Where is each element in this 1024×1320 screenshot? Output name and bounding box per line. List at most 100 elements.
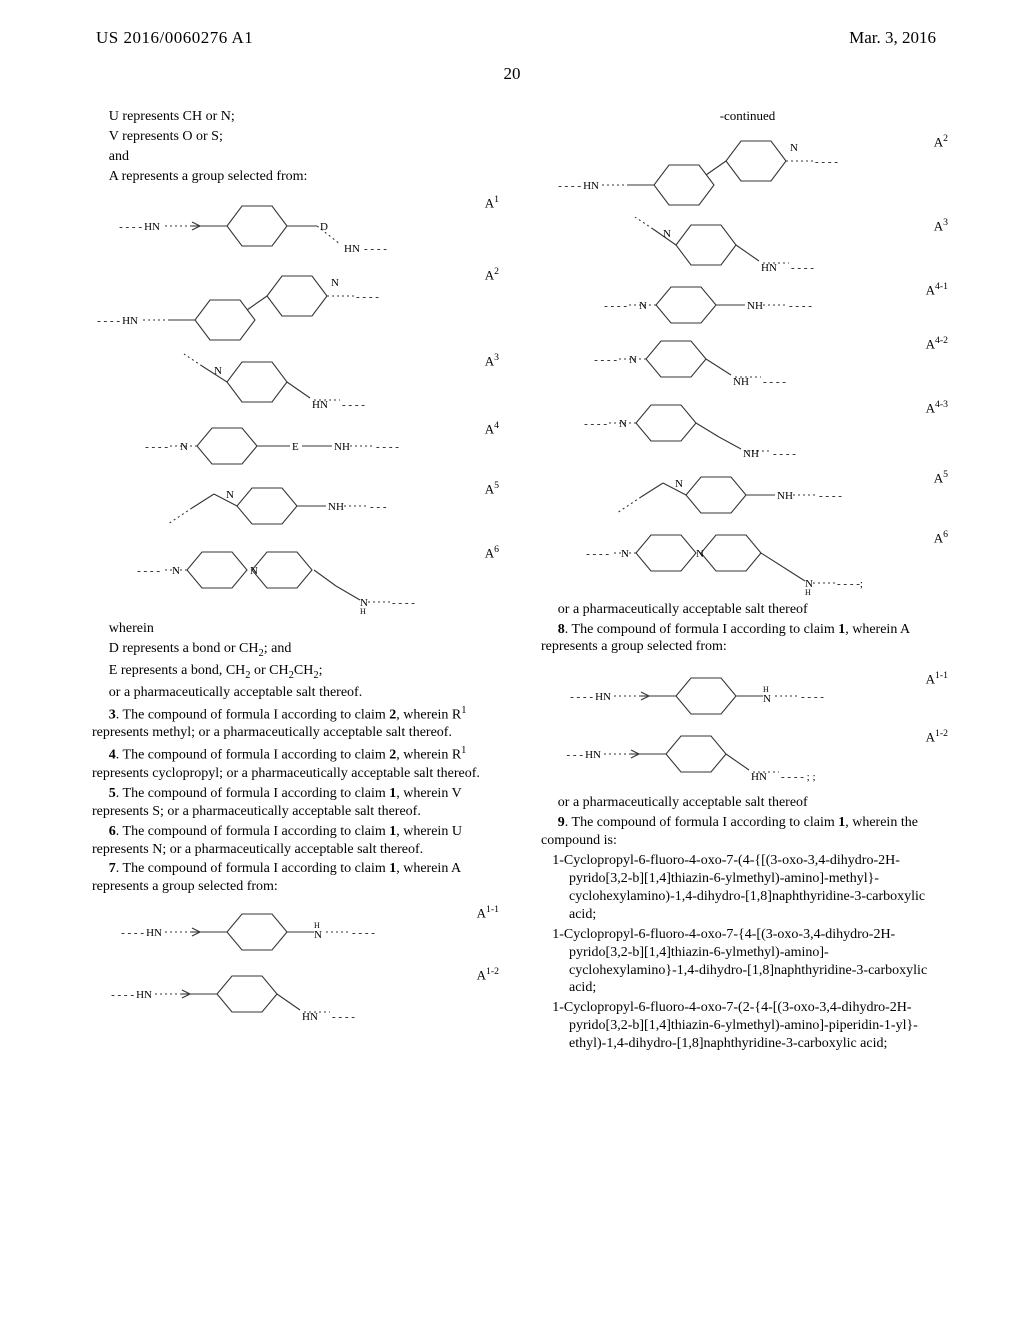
svg-text:- - - -: - - - -	[763, 376, 786, 388]
svg-text:- - - -: - - - -	[342, 399, 365, 411]
svg-text:HN: HN	[136, 989, 152, 1001]
structure-r-a4-3: A4-3 N - - - - NH - - - -	[541, 399, 954, 461]
svg-text:- - - -;: - - - -;	[837, 578, 863, 590]
structure-label: A6	[485, 544, 499, 562]
structure-a6: A6 N - - - - N N H - - - -	[92, 544, 505, 614]
structure-label: A2	[485, 266, 499, 284]
publication-date: Mar. 3, 2016	[849, 28, 936, 48]
continued-label: -continued	[541, 108, 954, 125]
page-header: US 2016/0060276 A1 Mar. 3, 2016	[0, 0, 1024, 64]
structure-label: A6	[934, 529, 948, 547]
claim-5: 5. The compound of formula I according t…	[92, 785, 505, 821]
salt-line-3: or a pharmaceutically acceptable salt th…	[541, 794, 954, 812]
svg-text:HN: HN	[302, 1011, 318, 1023]
svg-text:HN: HN	[146, 927, 162, 939]
svg-text:D: D	[320, 221, 328, 233]
svg-text:- - -: - - -	[370, 501, 387, 513]
claim-7: 7. The compound of formula I according t…	[92, 860, 505, 896]
structure-label: A2	[934, 133, 948, 151]
svg-text:N: N	[214, 365, 222, 377]
structure-label: A1-1	[477, 904, 499, 922]
structure-r-a6: A6 N - - - - N N H - - - -;	[541, 529, 954, 595]
lead-line: and	[92, 148, 505, 166]
lead-line: V represents O or S;	[92, 128, 505, 146]
svg-text:- - - -: - - - -	[97, 315, 120, 327]
salt-line-2: or a pharmaceutically acceptable salt th…	[541, 601, 954, 619]
claim-4: 4. The compound of formula I according t…	[92, 744, 505, 782]
svg-text:NH: NH	[777, 490, 793, 502]
lead-line: A represents a group selected from:	[92, 168, 505, 186]
svg-text:- - - -: - - - -	[819, 490, 842, 502]
svg-text:NH: NH	[733, 376, 749, 388]
structure-label: A5	[485, 480, 499, 498]
structure-a2: A2 N - - - - HN - - - -	[92, 266, 505, 344]
structure-label: A1-2	[477, 966, 499, 984]
compound-a: 1-Cyclopropyl-6-fluoro-4-oxo-7-(4-{[(3-o…	[541, 852, 954, 924]
svg-text:H: H	[805, 588, 811, 595]
svg-text:HN: HN	[751, 771, 767, 783]
svg-text:HN: HN	[583, 180, 599, 192]
svg-text:NH: NH	[334, 441, 350, 453]
svg-text:N: N	[621, 548, 629, 560]
svg-text:- - - -: - - - -	[376, 441, 399, 453]
page-number: 20	[0, 64, 1024, 84]
svg-text:- - -: - - -	[567, 749, 584, 761]
structure-label: A4	[485, 420, 499, 438]
structure-label: A1	[485, 194, 499, 212]
svg-text:HN: HN	[122, 315, 138, 327]
structure-label: A5	[934, 469, 948, 487]
publication-number: US 2016/0060276 A1	[96, 28, 253, 48]
structure-label: A4-3	[926, 399, 948, 417]
salt-line: or a pharmaceutically acceptable salt th…	[92, 684, 505, 702]
svg-text:N: N	[639, 300, 647, 312]
d-def: D represents a bond or CH2; and	[92, 640, 505, 660]
page-content: U represents CH or N; V represents O or …	[92, 108, 954, 1280]
claim-9: 9. The compound of formula I according t…	[541, 814, 954, 850]
structure-label: A4-1	[926, 281, 948, 299]
structure-a1: A1 HN - - - - D HN - - - -	[92, 194, 505, 258]
svg-text:N: N	[629, 354, 637, 366]
svg-text:HN: HN	[312, 399, 328, 411]
svg-text:- - - -: - - - -	[356, 291, 379, 303]
svg-text:E: E	[292, 441, 299, 453]
svg-text:H: H	[360, 607, 366, 614]
structure-r-a2: A2 N - - - - HN - - - -	[541, 133, 954, 209]
svg-text:- - - -: - - - -	[801, 691, 824, 703]
svg-text:N: N	[763, 693, 771, 705]
structure-label: A3	[934, 217, 948, 235]
structure-r-a4-2: A4-2 N - - - - NH - - - -	[541, 335, 954, 391]
wherein-line: wherein	[92, 620, 505, 638]
svg-text:HN: HN	[144, 221, 160, 233]
svg-text:HN: HN	[761, 262, 777, 273]
svg-text:- - - -: - - - -	[111, 989, 134, 1001]
structure-a3: A3 N HN - - - -	[92, 352, 505, 412]
structure-a5: A5 N NH - - -	[92, 480, 505, 536]
svg-text:- - - -: - - - -	[789, 300, 812, 312]
claim-6: 6. The compound of formula I according t…	[92, 823, 505, 859]
structure-a4: A4 N - - - - E NH - - - -	[92, 420, 505, 472]
svg-text:N: N	[675, 478, 683, 490]
svg-text:N: N	[172, 565, 180, 577]
svg-text:- - - -: - - - -	[815, 156, 838, 168]
svg-text:- - - -: - - - -	[586, 548, 609, 560]
svg-text:N: N	[663, 228, 671, 240]
structure-label: A1-2	[926, 728, 948, 746]
svg-text:- - - -: - - - -	[570, 691, 593, 703]
svg-text:N: N	[790, 142, 798, 154]
lead-line: U represents CH or N;	[92, 108, 505, 126]
svg-text:NH: NH	[743, 448, 759, 460]
svg-text:N: N	[696, 548, 704, 560]
svg-text:- - - -: - - - -	[352, 927, 375, 939]
svg-text:- - - -: - - - -	[145, 441, 168, 453]
structure-r-a1-2: A1-2 HN - - - HN - - - - ; ;	[541, 728, 954, 788]
svg-text:- - - -: - - - -	[137, 565, 160, 577]
svg-text:N: N	[619, 418, 627, 430]
svg-text:- - - -: - - - -	[332, 1011, 355, 1023]
structure-label: A1-1	[926, 670, 948, 688]
structure-label: A4-2	[926, 335, 948, 353]
svg-text:N: N	[314, 929, 322, 941]
svg-text:- - - -: - - - -	[773, 448, 796, 460]
svg-text:- - - -: - - - -	[558, 180, 581, 192]
svg-text:NH: NH	[747, 300, 763, 312]
compound-b: 1-Cyclopropyl-6-fluoro-4-oxo-7-{4-[(3-ox…	[541, 926, 954, 998]
